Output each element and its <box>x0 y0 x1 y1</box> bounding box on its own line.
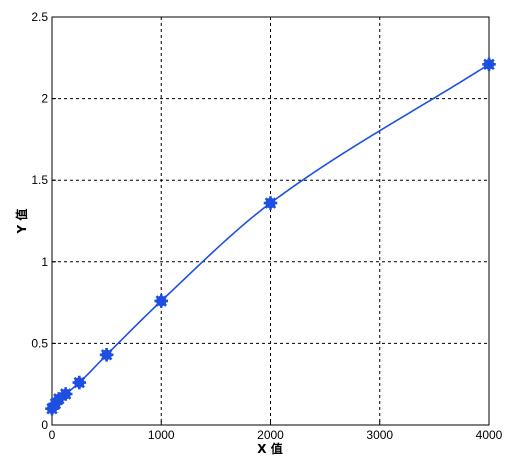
x-axis-label: X 值 <box>257 441 282 456</box>
x-tick-label: 4000 <box>476 428 503 442</box>
data-point <box>154 294 169 308</box>
x-tick-label: 1000 <box>148 428 175 442</box>
y-tick-label: 1.5 <box>31 173 48 187</box>
y-tick-label: 0 <box>41 418 48 432</box>
data-point <box>482 57 496 72</box>
y-axis-label: Y 值 <box>14 209 29 235</box>
grid <box>52 17 489 425</box>
x-tick-label: 0 <box>49 428 56 442</box>
data-point <box>58 387 73 401</box>
axis-ticks: 0 1000 2000 3000 4000 0 0.5 1 1.5 2 2.5 <box>31 10 502 442</box>
y-tick-label: 2.5 <box>31 10 48 24</box>
y-tick-label: 0.5 <box>31 336 48 350</box>
data-point <box>99 348 114 362</box>
y-tick-label: 1 <box>41 255 48 269</box>
data-point <box>263 196 278 210</box>
x-tick-label: 2000 <box>257 428 284 442</box>
x-tick-label: 3000 <box>366 428 393 442</box>
y-tick-label: 2 <box>41 92 48 106</box>
data-points <box>45 57 496 416</box>
data-point <box>72 375 87 390</box>
